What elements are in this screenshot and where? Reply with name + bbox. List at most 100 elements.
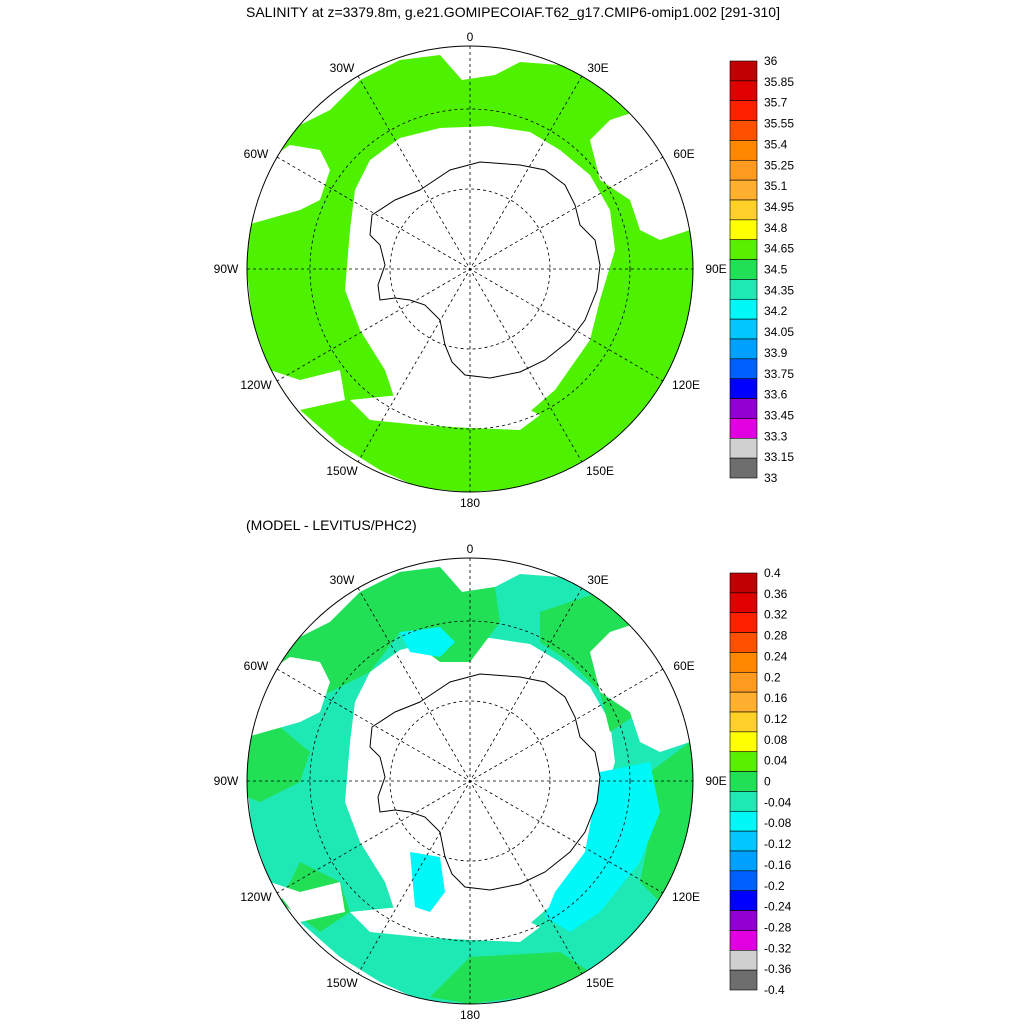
top-colorbar-label: 36: [764, 54, 778, 68]
top-colorbar: 36 35.85 35.7 35.55 35.4 35.25 35.1 34.95 34.8 34…: [729, 54, 794, 485]
top-colorbar-swatch: [729, 259, 758, 280]
bottom-colorbar-label: -0.4: [764, 983, 785, 997]
top-colorbar-swatch: [729, 140, 758, 161]
bottom-colorbar-label: -0.32: [764, 941, 792, 955]
bottom-colorbar-swatch: [729, 930, 758, 951]
bottom-colorbar-label: 0.2: [764, 670, 781, 684]
top-colorbar-swatch: [729, 338, 758, 360]
top-colorbar-swatch: [729, 159, 758, 181]
top-colorbar-label: 34.35: [764, 283, 794, 297]
top-lon-30w: 30W: [330, 61, 355, 75]
top-colorbar-swatch: [729, 219, 758, 241]
top-colorbar-swatch: [729, 398, 758, 419]
top-colorbar-label: 33.15: [764, 450, 794, 464]
top-map-title: SALINITY at z=3379.8m, g.e21.GOMIPECOIAF…: [246, 4, 780, 20]
top-colorbar-swatch: [729, 199, 758, 221]
top-colorbar-label: 33.6: [764, 388, 788, 402]
top-salinity-map: 0 30E 60E 90E 120E 150E 180 150W 120W 90…: [214, 30, 795, 510]
bottom-colorbar-swatch: [729, 731, 758, 753]
top-colorbar-label: 34.05: [764, 325, 794, 339]
bottom-lon-120e: 120E: [672, 890, 700, 904]
bottom-colorbar-swatch: [729, 612, 758, 633]
bottom-colorbar-label: -0.12: [764, 837, 792, 851]
bottom-difference-map: 0 30E 60E 90E 120E 150E 180 150W 120W 90…: [214, 542, 792, 1022]
top-colorbar-swatch: [729, 60, 758, 82]
bottom-colorbar-swatch: [729, 830, 758, 852]
bottom-lon-150w: 150W: [326, 976, 358, 990]
top-colorbar-label: 33.3: [764, 429, 788, 443]
top-lon-30e: 30E: [587, 61, 608, 75]
top-lon-150w: 150W: [326, 464, 358, 478]
top-colorbar-swatch: [729, 358, 758, 380]
bottom-colorbar-label: -0.24: [764, 900, 792, 914]
top-colorbar-swatch: [729, 120, 758, 141]
top-lon-90w: 90W: [214, 262, 239, 276]
top-colorbar-swatch: [729, 239, 758, 260]
top-lon-60e: 60E: [673, 147, 694, 161]
bottom-colorbar-label: 0.04: [764, 754, 788, 768]
bottom-colorbar-label: -0.36: [764, 962, 792, 976]
top-colorbar-label: 34.8: [764, 221, 788, 235]
bottom-lon-30e: 30E: [587, 573, 608, 587]
bottom-colorbar-label: 0: [764, 775, 771, 789]
top-colorbar-swatch: [729, 179, 758, 201]
top-lon-150e: 150E: [586, 464, 614, 478]
bottom-colorbar-swatch: [729, 691, 758, 713]
top-lon-180: 180: [460, 496, 480, 510]
top-colorbar-label: 33: [764, 471, 778, 485]
bottom-colorbar-swatch: [729, 572, 758, 594]
bottom-colorbar-swatch: [729, 810, 758, 832]
bottom-lon-120w: 120W: [240, 890, 272, 904]
top-colorbar-label: 34.95: [764, 200, 794, 214]
bottom-negative-region: [545, 762, 660, 932]
bottom-colorbar-label: -0.2: [764, 879, 785, 893]
bottom-colorbar-label: 0.32: [764, 608, 788, 622]
top-colorbar-swatch: [729, 437, 758, 459]
top-antarctica: [369, 161, 601, 379]
bottom-colorbar: 0.4 0.36 0.32 0.28 0.24 0.2 0.16 0.12 0.08 0.04 0 -…: [729, 566, 792, 997]
bottom-colorbar-swatch: [729, 671, 758, 693]
bottom-colorbar-label: 0.16: [764, 691, 788, 705]
top-colorbar-swatch: [729, 418, 758, 439]
top-colorbar-label: 33.45: [764, 408, 794, 422]
top-colorbar-label: 34.2: [764, 304, 788, 318]
bottom-colorbar-label: -0.16: [764, 858, 792, 872]
bottom-colorbar-label: 0.08: [764, 733, 788, 747]
bottom-lon-90w: 90W: [214, 774, 239, 788]
bottom-colorbar-label: 0.12: [764, 712, 788, 726]
bottom-colorbar-label: 0.36: [764, 587, 788, 601]
top-colorbar-label: 35.4: [764, 137, 788, 151]
bottom-colorbar-swatch: [729, 850, 758, 872]
bottom-colorbar-swatch: [729, 949, 758, 971]
top-colorbar-swatch: [729, 279, 758, 300]
top-ocean-field: [247, 55, 693, 492]
top-lon-60w: 60W: [244, 147, 269, 161]
bottom-lon-150e: 150E: [586, 976, 614, 990]
top-colorbar-label: 35.55: [764, 117, 794, 131]
bottom-colorbar-label: 0.28: [764, 629, 788, 643]
bottom-antarctica: [369, 673, 601, 891]
bottom-colorbar-swatch: [729, 592, 758, 614]
top-colorbar-swatch: [729, 80, 758, 102]
top-lon-120w: 120W: [240, 378, 272, 392]
bottom-colorbar-label: -0.28: [764, 920, 792, 934]
bottom-colorbar-swatch: [729, 771, 758, 792]
bottom-colorbar-label: -0.08: [764, 816, 792, 830]
bottom-colorbar-swatch: [729, 969, 758, 991]
top-colorbar-label: 34.5: [764, 263, 788, 277]
bottom-lon-30w: 30W: [330, 573, 355, 587]
bottom-colorbar-swatch: [729, 890, 758, 911]
top-colorbar-swatch: [729, 298, 758, 320]
bottom-lon-180: 180: [460, 1008, 480, 1022]
top-colorbar-label: 33.75: [764, 367, 794, 381]
bottom-map-title: (MODEL - LEVITUS/PHC2): [246, 517, 417, 533]
bottom-colorbar-swatch: [729, 870, 758, 892]
top-colorbar-swatch: [729, 100, 758, 121]
top-lon-120e: 120E: [672, 378, 700, 392]
bottom-lon-60e: 60E: [673, 659, 694, 673]
top-colorbar-label: 35.1: [764, 179, 788, 193]
top-lon-90e: 90E: [705, 262, 726, 276]
bottom-colorbar-swatch: [729, 751, 758, 772]
top-lon-0: 0: [467, 30, 474, 44]
top-colorbar-label: 35.7: [764, 96, 788, 110]
